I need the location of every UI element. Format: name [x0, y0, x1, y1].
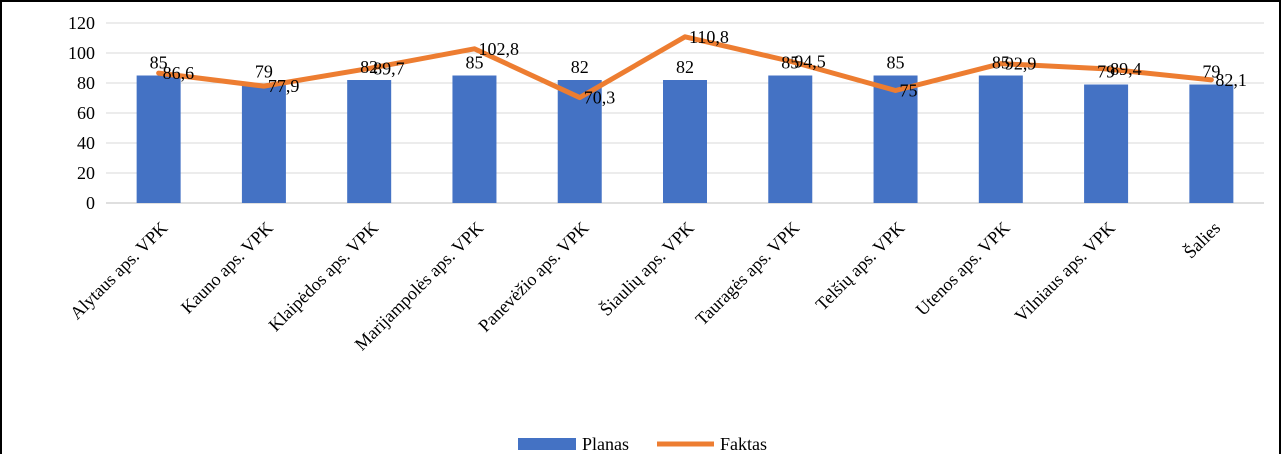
bar-planas-siauliu-aps-vpk — [663, 80, 707, 203]
legend: Planas Faktas — [518, 434, 767, 454]
x-tick-label-siauliu-aps-vpk: Šiaulių aps. VPK — [595, 217, 698, 320]
x-tick-label-salies: Šalies — [1179, 217, 1224, 262]
line-label-siauliu-aps-vpk: 110,8 — [689, 27, 729, 47]
bar-label-panevezio-aps-vpk: 82 — [571, 57, 589, 77]
bar-data-labels: 85 79 82 85 82 82 85 85 85 79 79 — [150, 53, 1221, 82]
line-label-utenos-aps-vpk: 92,9 — [1005, 54, 1036, 74]
line-series-faktas — [156, 34, 1214, 101]
line-label-alytaus-aps-vpk: 86,6 — [163, 63, 195, 83]
bar-planas-alytaus-aps-vpk — [136, 75, 181, 203]
legend-label-faktas: Faktas — [720, 434, 767, 454]
y-tick-label-60: 60 — [77, 103, 95, 123]
y-tick-label-20: 20 — [77, 163, 95, 183]
bar-label-alytaus-aps-vpk: 85 — [150, 53, 168, 73]
bar-planas-kauno-aps-vpk — [241, 84, 286, 203]
line-label-taurages-aps-vpk: 94,5 — [794, 51, 826, 71]
bar-label-vilniaus-aps-vpk: 79 — [1097, 62, 1115, 82]
bar-label-siauliu-aps-vpk: 82 — [676, 57, 694, 77]
bar-label-salies: 79 — [1202, 62, 1220, 82]
bar-planas-taurages-aps-vpk — [768, 75, 813, 203]
line-label-salies: 82,1 — [1215, 70, 1247, 90]
line-label-marijampoles-aps-vpk: 102,8 — [478, 39, 519, 59]
line-label-panevezio-aps-vpk: 70,3 — [584, 88, 616, 108]
bar-planas-telsiu-aps-vpk — [873, 75, 918, 203]
line-faktas — [156, 34, 1214, 101]
x-tick-label-taurages-aps-vpk: Tauragės aps. VPK — [691, 218, 803, 330]
x-tick-label-alytaus-aps-vpk: Alytaus aps. VPK — [66, 218, 171, 323]
legend-label-planas: Planas — [582, 434, 629, 454]
line-label-klaipedos-aps-vpk: 89,7 — [373, 58, 405, 78]
y-tick-label-40: 40 — [77, 133, 95, 153]
x-tick-label-telsiu-aps-vpk: Telšių aps. VPK — [812, 218, 909, 315]
bar-planas-klaipedos-aps-vpk — [347, 80, 392, 203]
legend-swatch-planas — [518, 438, 576, 450]
y-tick-label-80: 80 — [77, 73, 95, 93]
bar-label-kauno-aps-vpk: 79 — [255, 62, 273, 82]
x-tick-label-panevezio-aps-vpk: Panevėžio aps. VPK — [474, 218, 592, 336]
bar-planas-salies — [1189, 84, 1234, 203]
bar-label-taurages-aps-vpk: 85 — [781, 53, 799, 73]
x-tick-label-kauno-aps-vpk: Kauno aps. VPK — [177, 218, 277, 318]
bar-label-klaipedos-aps-vpk: 82 — [360, 57, 378, 77]
bar-series-planas — [136, 75, 1234, 203]
bar-planas-vilniaus-aps-vpk — [1084, 84, 1129, 203]
line-label-vilniaus-aps-vpk: 89,4 — [1110, 59, 1142, 79]
x-tick-label-vilniaus-aps-vpk: Vilniaus aps. VPK — [1011, 218, 1119, 326]
y-tick-label-120: 120 — [68, 13, 95, 33]
x-tick-label-utenos-aps-vpk: Utenos aps. VPK — [912, 218, 1014, 320]
line-label-kauno-aps-vpk: 77,9 — [268, 76, 300, 96]
y-tick-label-100: 100 — [68, 43, 95, 63]
bar-label-marijampoles-aps-vpk: 85 — [465, 53, 483, 73]
bar-label-utenos-aps-vpk: 85 — [992, 53, 1010, 73]
bar-planas-panevezio-aps-vpk — [557, 80, 602, 203]
bar-planas-marijampoles-aps-vpk — [452, 75, 497, 203]
x-tick-label-klaipedos-aps-vpk: Klaipėdos aps. VPK — [265, 218, 383, 336]
x-axis: Alytaus aps. VPK Kauno aps. VPKKlaipėdos … — [66, 217, 1224, 354]
y-axis: 0 20 40 60 80 100 120 — [68, 13, 95, 213]
line-data-labels: 86,6 77,9 89,7 102,8 70,3 110,8 94,5 75 92,9 89,4… — [163, 27, 1247, 108]
bar-planas-utenos-aps-vpk — [978, 75, 1023, 203]
line-label-telsiu-aps-vpk: 75 — [900, 81, 918, 101]
y-tick-label-0: 0 — [86, 193, 95, 213]
bar-label-telsiu-aps-vpk: 85 — [887, 53, 905, 73]
